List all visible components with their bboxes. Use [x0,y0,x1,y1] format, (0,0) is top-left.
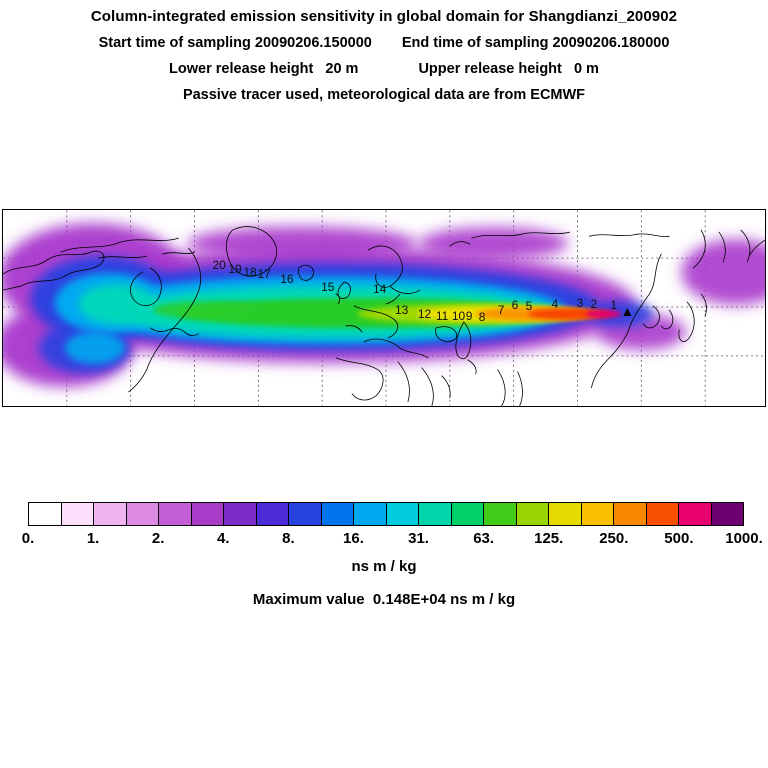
colorbar-segment [353,503,386,525]
colorbar-tick: 0. [21,530,35,547]
colorbar-tick: 63. [473,530,495,547]
release-heights: Lower release height 20 m Upper release … [0,61,768,77]
svg-text:4: 4 [552,297,559,311]
colorbar-tick: 250. [599,530,629,547]
svg-text:11: 11 [436,309,449,323]
colorbar-segment [483,503,516,525]
svg-text:10: 10 [452,309,466,323]
colorbar-tick: 8. [282,530,295,547]
colorbar-segment [288,503,321,525]
svg-text:3: 3 [576,296,583,310]
colorbar-segment [678,503,711,525]
svg-text:16: 16 [280,272,294,286]
colorbar-tick-labels: 0. 1. 2. 4. 8. 16. 31. 63. 125. 250. 500. 1000. [22,530,763,552]
colorbar-tick: 4. [217,530,230,547]
svg-text:13: 13 [395,303,409,317]
colorbar-segment [320,503,353,525]
colorbar-segment [125,503,158,525]
svg-text:20: 20 [212,258,226,272]
svg-text:5: 5 [526,299,533,313]
svg-text:1: 1 [610,298,617,312]
sampling-start-time: Start time of sampling 20090206.150000 [98,35,372,51]
tracer-note: Passive tracer used, meteorological data… [182,87,586,103]
colorbar-tick: 125. [534,530,564,547]
colorbar-tick: 1. [86,530,100,547]
colorbar-segment [385,503,418,525]
colorbar-segment [158,503,191,525]
colorbar-segment [710,503,743,525]
svg-text:9: 9 [466,309,473,323]
figure-title: Column-integrated emission sensitivity i… [90,8,678,25]
svg-text:2: 2 [590,297,597,311]
svg-text:19: 19 [228,262,242,276]
colorbar-tick: 1000. [725,530,763,547]
svg-text:12: 12 [418,307,432,321]
colorbar-segment [613,503,646,525]
colorbar-segment [190,503,223,525]
colorbar-segment [645,503,678,525]
colorbar-segment [29,503,61,525]
colorbar-tick: 2. [151,530,165,547]
colorbar-segments [28,502,744,526]
svg-text:15: 15 [321,280,335,294]
colorbar-units: ns m / kg [351,558,417,575]
colorbar-segment [418,503,451,525]
sensitivity-map: 20 19 18 17 16 15 14 13 12 11 10 9 8 7 6 5 4 3 2 1 [0,209,768,407]
colorbar-tick: 16. [343,530,364,547]
lower-release-height: Lower release height 20 m [169,61,359,77]
upper-release-height: Upper release height 0 m [418,61,599,77]
svg-text:18: 18 [243,265,257,279]
colorbar-segment [60,503,93,525]
svg-text:7: 7 [498,303,505,317]
colorbar-segment [548,503,581,525]
colorbar-segment [93,503,126,525]
svg-text:14: 14 [373,282,387,296]
trajectory-markers: 20 19 18 17 16 15 14 13 12 11 10 9 8 7 6 5 4 3 2 1 [212,258,632,324]
colorbar-segment [515,503,548,525]
colorbar-segment [223,503,256,525]
colorbar-segment [580,503,613,525]
svg-text:8: 8 [479,310,486,324]
maximum-value: Maximum value 0.148E+04 ns m / kg [252,591,516,608]
figure-header: Column-integrated emission sensitivity i… [0,0,768,103]
map-plot: 20 19 18 17 16 15 14 13 12 11 10 9 8 7 6 5 4 3 2 1 [2,209,766,407]
figure: Column-integrated emission sensitivity i… [0,0,768,608]
colorbar-tick: 31. [408,530,429,547]
colorbar-tick: 500. [664,530,694,547]
sampling-end-time: End time of sampling 20090206.180000 [401,35,670,51]
coastlines [3,226,765,406]
colorbar: 0. 1. 2. 4. 8. 16. 31. 63. 125. 250. 500. 1000. [22,502,763,552]
sampling-times: Start time of sampling 20090206.150000 E… [0,35,768,51]
colorbar-segment [255,503,288,525]
colorbar-segment [450,503,483,525]
emission-sensitivity-plume [3,223,765,387]
svg-text:6: 6 [512,298,519,312]
svg-text:17: 17 [257,267,271,281]
